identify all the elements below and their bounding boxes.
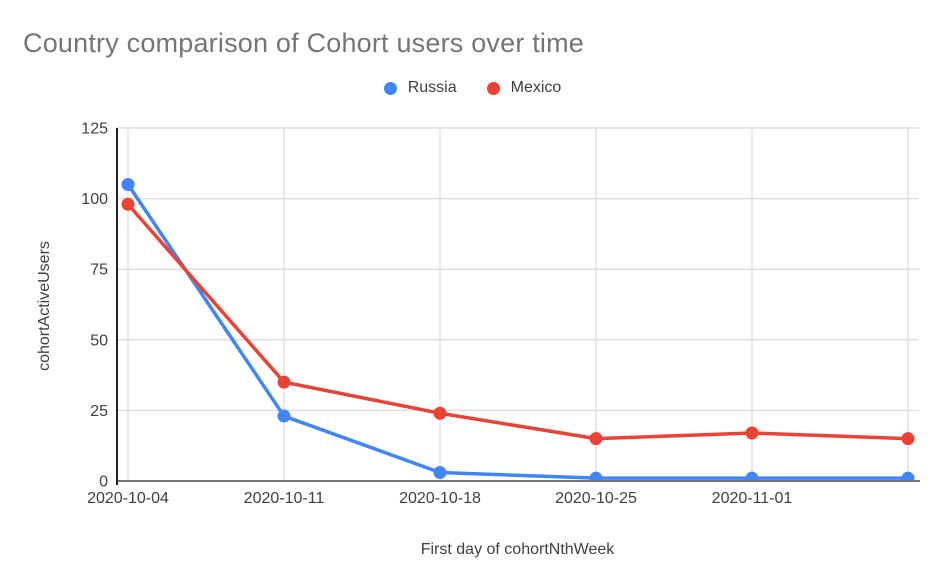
data-point-russia[interactable] (589, 471, 603, 485)
legend-dot-mexico (486, 81, 500, 95)
data-point-mexico[interactable] (433, 406, 447, 420)
x-tick-label: 2020-11-01 (712, 490, 793, 507)
data-point-russia[interactable] (745, 471, 759, 485)
series-group (121, 177, 915, 485)
data-point-russia[interactable] (901, 471, 915, 485)
x-tick-label: 2020-10-04 (87, 490, 169, 507)
legend-dot-russia (383, 81, 397, 95)
y-tick-label: 75 (90, 262, 108, 279)
chart-title: Country comparison of Cohort users over … (23, 28, 585, 58)
data-point-mexico[interactable] (745, 426, 759, 440)
legend-item-russia[interactable]: Russia (383, 79, 457, 97)
data-point-mexico[interactable] (121, 197, 135, 211)
legend-item-mexico[interactable]: Mexico (486, 79, 562, 97)
data-point-russia[interactable] (433, 466, 447, 480)
y-tick-label: 50 (90, 332, 108, 349)
y-tick-label: 100 (81, 191, 108, 208)
y-axis-title: cohortActiveUsers (36, 241, 53, 371)
y-tick-label: 0 (99, 474, 108, 491)
legend-label-russia: Russia (407, 79, 457, 96)
x-tick-label: 2020-10-25 (555, 490, 637, 507)
y-tick-label: 125 (81, 121, 108, 138)
data-point-mexico[interactable] (589, 432, 603, 446)
data-point-mexico[interactable] (277, 375, 291, 389)
chart-legend: Russia Mexico (0, 79, 945, 97)
x-tick-label: 2020-10-18 (399, 490, 481, 507)
x-tick-label: 2020-10-11 (244, 490, 325, 507)
y-tick-label: 25 (90, 403, 108, 420)
x-axis-title: First day of cohortNthWeek (420, 541, 615, 558)
legend-label-mexico: Mexico (510, 79, 562, 96)
series-line-russia (126, 182, 910, 480)
data-point-mexico[interactable] (901, 432, 915, 446)
series-line-mexico (126, 202, 910, 441)
data-point-russia[interactable] (277, 409, 291, 423)
data-point-russia[interactable] (121, 177, 135, 191)
